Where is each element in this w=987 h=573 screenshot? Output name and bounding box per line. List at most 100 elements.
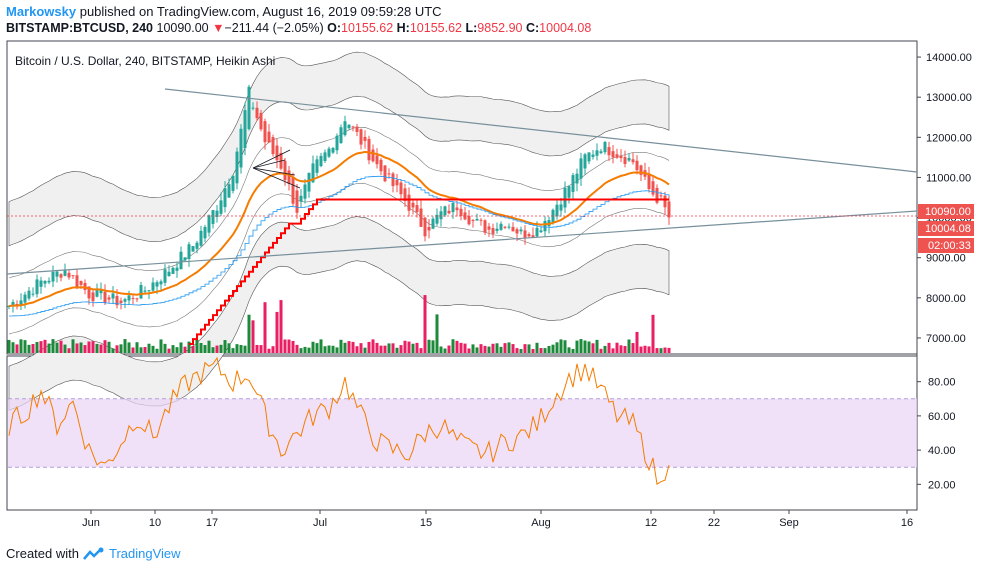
volume-bar <box>51 339 55 353</box>
tradingview-logo-icon <box>83 547 104 560</box>
candle-body <box>39 280 43 287</box>
candle-body <box>167 271 171 277</box>
time-axis[interactable]: Jun 10 17 Jul 15 Aug 12 22 Sep 16 <box>82 510 913 529</box>
volume-bar <box>615 342 619 353</box>
price-axis[interactable]: 7000.008000.009000.0010000.0011000.00120… <box>917 52 972 345</box>
volume-bar <box>659 348 663 353</box>
candle-body <box>527 234 531 237</box>
candle-body <box>179 251 183 270</box>
candle-body <box>459 208 463 217</box>
volume-bar <box>231 348 235 353</box>
candle-body <box>47 280 51 283</box>
candle-body <box>627 157 631 161</box>
last-value: 10090.00 <box>156 21 209 35</box>
volume-bar <box>111 348 115 353</box>
fan-line-4[interactable] <box>252 167 296 176</box>
candle-body <box>315 159 319 173</box>
volume-bar <box>635 331 639 353</box>
time-tick-label: Sep <box>779 517 799 529</box>
rsi-axis[interactable]: 20.00 40.00 60.00 80.00 <box>917 377 956 492</box>
volume-bar <box>647 346 651 353</box>
volume-bar <box>119 344 123 353</box>
volume-bar <box>343 342 347 353</box>
candle-body <box>479 219 483 221</box>
author-name[interactable]: Markowsky <box>6 4 77 19</box>
volume-bar <box>531 348 535 353</box>
upper-trendline[interactable] <box>164 88 918 173</box>
volume-bars <box>7 295 671 353</box>
candle-body <box>187 244 191 259</box>
volume-bar <box>379 345 383 353</box>
volume-bar <box>475 347 479 353</box>
candle-body <box>291 177 295 204</box>
tradingview-brand[interactable]: TradingView <box>108 546 181 561</box>
candle-body <box>231 175 235 191</box>
volume-bar <box>543 348 547 353</box>
volume-bar <box>39 341 43 353</box>
volume-bar <box>75 343 79 353</box>
volume-bar <box>619 345 623 353</box>
volume-bar <box>247 314 251 353</box>
volume-bar <box>375 342 379 353</box>
candle-body <box>103 291 107 304</box>
volume-bar <box>627 339 631 353</box>
volume-bar <box>223 340 227 353</box>
candle-body <box>127 295 131 301</box>
candle-body <box>591 154 595 157</box>
candle-body <box>363 136 367 141</box>
candle-body <box>595 150 599 156</box>
volume-bar <box>547 345 551 353</box>
volume-bar <box>403 340 407 353</box>
volume-bar <box>503 343 507 353</box>
volume-bar <box>107 341 111 353</box>
candle-body <box>87 286 91 299</box>
volume-bar <box>151 345 155 353</box>
volume-bar <box>311 341 315 353</box>
fan-line-2[interactable] <box>252 149 291 169</box>
volume-bar <box>451 339 455 353</box>
volume-bar <box>359 343 363 353</box>
volume-bar <box>591 343 595 353</box>
envelope-band-0 <box>8 51 670 247</box>
candle-body <box>267 131 271 143</box>
blue-step-line <box>9 175 670 317</box>
candle-body <box>295 190 299 213</box>
volume-bar <box>587 341 591 353</box>
time-tick-label: 15 <box>420 517 432 529</box>
volume-bar <box>263 302 267 353</box>
lower-trendline[interactable] <box>6 210 918 275</box>
candle-body <box>583 154 587 169</box>
candle-body <box>491 228 495 234</box>
volume-bar <box>355 346 359 353</box>
candle-body <box>359 129 363 145</box>
last-price-badge <box>918 204 974 219</box>
volume-bar <box>127 342 131 353</box>
candle-body <box>379 159 383 172</box>
volume-bar <box>55 342 59 353</box>
candle-body <box>355 126 359 132</box>
volume-bar <box>447 345 451 353</box>
candle-body <box>191 246 195 252</box>
volume-bar <box>243 345 247 353</box>
volume-bar <box>211 347 215 353</box>
volume-bar <box>563 340 567 353</box>
candle-body <box>299 195 303 202</box>
volume-bar <box>335 347 339 353</box>
volume-bar <box>19 339 23 353</box>
volume-bar <box>287 339 291 353</box>
volume-bar <box>567 347 571 353</box>
volume-bar <box>439 346 443 353</box>
volume-bar <box>43 339 47 353</box>
candle-body <box>139 284 143 299</box>
fan-line-1[interactable] <box>252 167 301 189</box>
candle-body <box>471 220 475 222</box>
candle-body <box>91 292 95 302</box>
volume-bar <box>307 347 311 353</box>
candle-body <box>235 151 239 184</box>
candle-body <box>339 127 343 144</box>
price-tick-label: 11000.00 <box>926 172 971 184</box>
fan-line-3[interactable] <box>252 159 286 169</box>
rsi-line <box>8 356 670 485</box>
volume-bar <box>143 346 147 353</box>
